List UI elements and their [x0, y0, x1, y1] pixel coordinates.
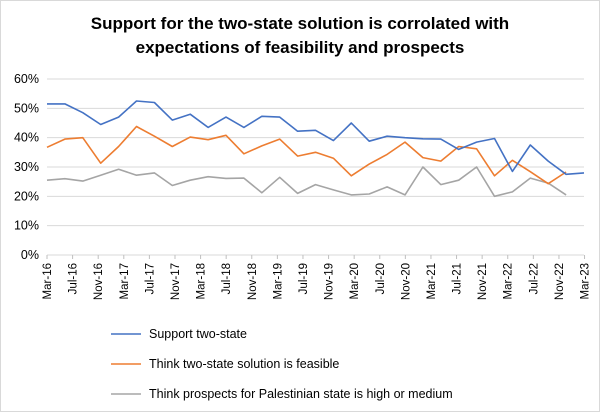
- x-tick-label: Jul-16: [68, 263, 80, 294]
- x-tick-label: Nov-22: [554, 263, 566, 300]
- x-tick-label: Mar-23: [580, 263, 592, 299]
- x-tick-label: Mar-16: [42, 263, 54, 299]
- x-tick-label: Jul-22: [528, 263, 540, 294]
- y-tick-label: 60%: [14, 72, 39, 86]
- y-tick-label: 10%: [14, 219, 39, 233]
- x-tick-label: Jul-21: [452, 263, 464, 294]
- y-tick-label: 50%: [14, 101, 39, 115]
- x-tick-label: Mar-20: [349, 263, 361, 299]
- y-tick-label: 30%: [14, 160, 39, 174]
- x-tick-label: Mar-17: [119, 263, 131, 299]
- y-tick-label: 20%: [14, 189, 39, 203]
- x-tick-label: Nov-17: [170, 263, 182, 300]
- x-tick-label: Mar-22: [503, 263, 515, 299]
- x-tick-label: Nov-18: [247, 263, 259, 300]
- legend: Support two-state Think two-state solutio…: [111, 327, 453, 401]
- x-tick-label: Jul-18: [221, 263, 233, 294]
- x-tick-label: Mar-21: [426, 263, 438, 299]
- series-line: [46, 125, 567, 185]
- y-tick-label: 0%: [21, 248, 39, 262]
- x-tick-label: Nov-19: [324, 263, 336, 300]
- x-tick-label: Mar-19: [272, 263, 284, 299]
- x-axis: Mar-16 Jul-16 Nov-16 Mar-17 Jul-17 Nov-17 Mar-…: [42, 255, 592, 300]
- series-line: [46, 166, 567, 198]
- x-tick-label: Nov-16: [93, 263, 105, 300]
- x-tick-label: Jul-19: [298, 263, 310, 294]
- chart-title-line-1: Support for the two-state solution is co…: [91, 14, 509, 33]
- gridlines: [47, 78, 584, 256]
- y-axis: 0% 10% 20% 30% 40% 50% 60%: [14, 72, 39, 262]
- legend-label: Support two-state: [149, 327, 247, 341]
- series-line: [47, 100, 585, 176]
- x-tick-label: Nov-20: [400, 263, 412, 300]
- chart-title-line-2: expectations of feasibility and prospect…: [136, 38, 465, 57]
- x-tick-label: Mar-18: [196, 263, 208, 299]
- x-tick-label: Jul-17: [144, 263, 156, 294]
- legend-label: Think two-state solution is feasible: [149, 357, 339, 371]
- legend-label: Think prospects for Palestinian state is…: [149, 387, 453, 401]
- x-tick-label: Nov-21: [477, 263, 489, 300]
- x-tick-label: Jul-20: [375, 263, 387, 294]
- y-tick-label: 40%: [14, 131, 39, 145]
- series-lines: [46, 100, 585, 198]
